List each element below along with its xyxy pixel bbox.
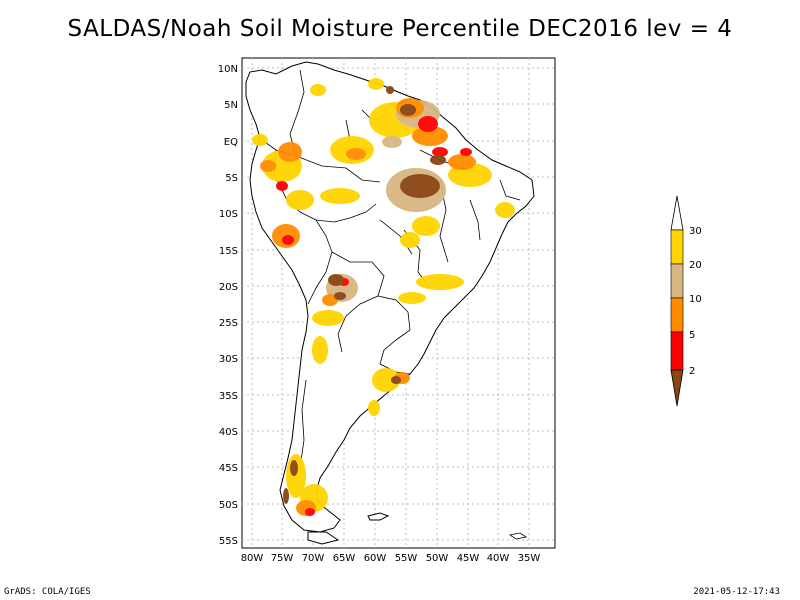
lat-label: 15S [219, 246, 238, 257]
lat-label: 30S [219, 354, 238, 365]
legend-label: 10 [689, 294, 702, 305]
lat-label: 10S [219, 209, 238, 220]
lon-label: 55W [395, 553, 418, 564]
legend-top-triangle [670, 195, 684, 231]
legend-swatch-10 [670, 297, 684, 333]
lon-label: 40W [487, 553, 510, 564]
lat-label: 55S [219, 536, 238, 547]
lon-label: 65W [333, 553, 356, 564]
falkland-islands [367, 512, 390, 521]
lat-label: 5N [224, 100, 238, 111]
lat-label: 50S [219, 500, 238, 511]
lon-label: 75W [271, 553, 294, 564]
legend-label: 30 [689, 226, 702, 237]
lon-label: 50W [426, 553, 449, 564]
lat-label: 10N [218, 64, 238, 75]
lat-label: 35S [219, 391, 238, 402]
lon-label: 60W [364, 553, 387, 564]
lat-label: 40S [219, 427, 238, 438]
tierra-del-fuego [307, 531, 340, 545]
legend-swatch-30 [670, 229, 684, 265]
lon-label: 70W [302, 553, 325, 564]
lat-label: 25S [219, 318, 238, 329]
latitude-labels: 10N 5N EQ 5S 10S 15S 20S 25S 30S 35S 40S… [218, 64, 238, 547]
lat-label: 45S [219, 463, 238, 474]
lon-label: 45W [457, 553, 480, 564]
lon-label: 35W [518, 553, 541, 564]
lat-label: 5S [225, 173, 238, 184]
lat-label: EQ [224, 137, 238, 148]
legend-swatch-20 [670, 263, 684, 299]
footer-timestamp: 2021-05-12-17:43 [693, 587, 780, 597]
legend-label: 2 [689, 366, 695, 377]
percentile-shading [252, 78, 515, 516]
south-georgia [508, 532, 528, 540]
map-title: SALDAS/Noah Soil Moisture Percentile DEC… [67, 16, 733, 42]
longitude-labels: 80W 75W 70W 65W 60W 55W 50W 45W 40W 35W [241, 553, 541, 564]
shading-2 [283, 86, 446, 504]
footer-credit: GrADS: COLA/IGES [4, 587, 91, 597]
legend-label: 5 [689, 330, 695, 341]
lat-label: 20S [219, 282, 238, 293]
legend-label: 20 [689, 260, 702, 271]
legend-colorbar: 30 20 10 5 2 [670, 195, 702, 407]
legend-bottom-triangle [670, 369, 684, 407]
lon-label: 80W [241, 553, 264, 564]
legend-swatch-5 [670, 331, 684, 371]
